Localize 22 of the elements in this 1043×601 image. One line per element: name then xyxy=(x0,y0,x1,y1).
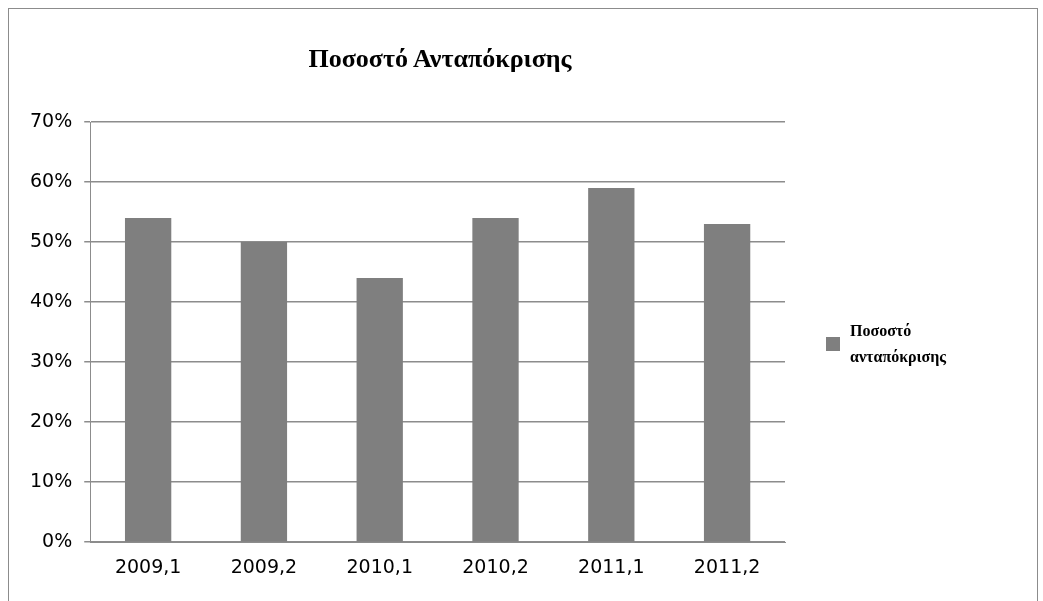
x-tick-label: 2010,1 xyxy=(346,554,413,577)
y-tick-label: 60% xyxy=(30,168,73,191)
x-tick-label: 2011,1 xyxy=(578,554,645,577)
legend-label: Ποσοστό ανταπόκρισης xyxy=(850,321,948,368)
bar xyxy=(703,224,751,542)
x-tick-label: 2010,2 xyxy=(462,554,529,577)
y-tick-label: 10% xyxy=(30,469,73,492)
bar xyxy=(472,218,519,542)
bar xyxy=(356,278,403,542)
chart-title: Ποσοστό Ανταπόκρισης xyxy=(307,44,573,74)
x-tick-label: 2011,2 xyxy=(693,554,761,577)
bar xyxy=(588,188,635,542)
y-tick-label: 30% xyxy=(30,349,73,372)
y-tick-label: 50% xyxy=(30,228,73,251)
bar xyxy=(240,242,288,542)
bar xyxy=(124,218,172,542)
y-tick-label: 40% xyxy=(30,289,73,312)
y-tick-label: 20% xyxy=(30,409,73,432)
x-tick-label: 2009,1 xyxy=(114,554,182,577)
y-tick-label: 0% xyxy=(42,529,73,552)
y-tick-label: 70% xyxy=(30,108,73,131)
x-tick-label: 2009,2 xyxy=(230,554,298,577)
